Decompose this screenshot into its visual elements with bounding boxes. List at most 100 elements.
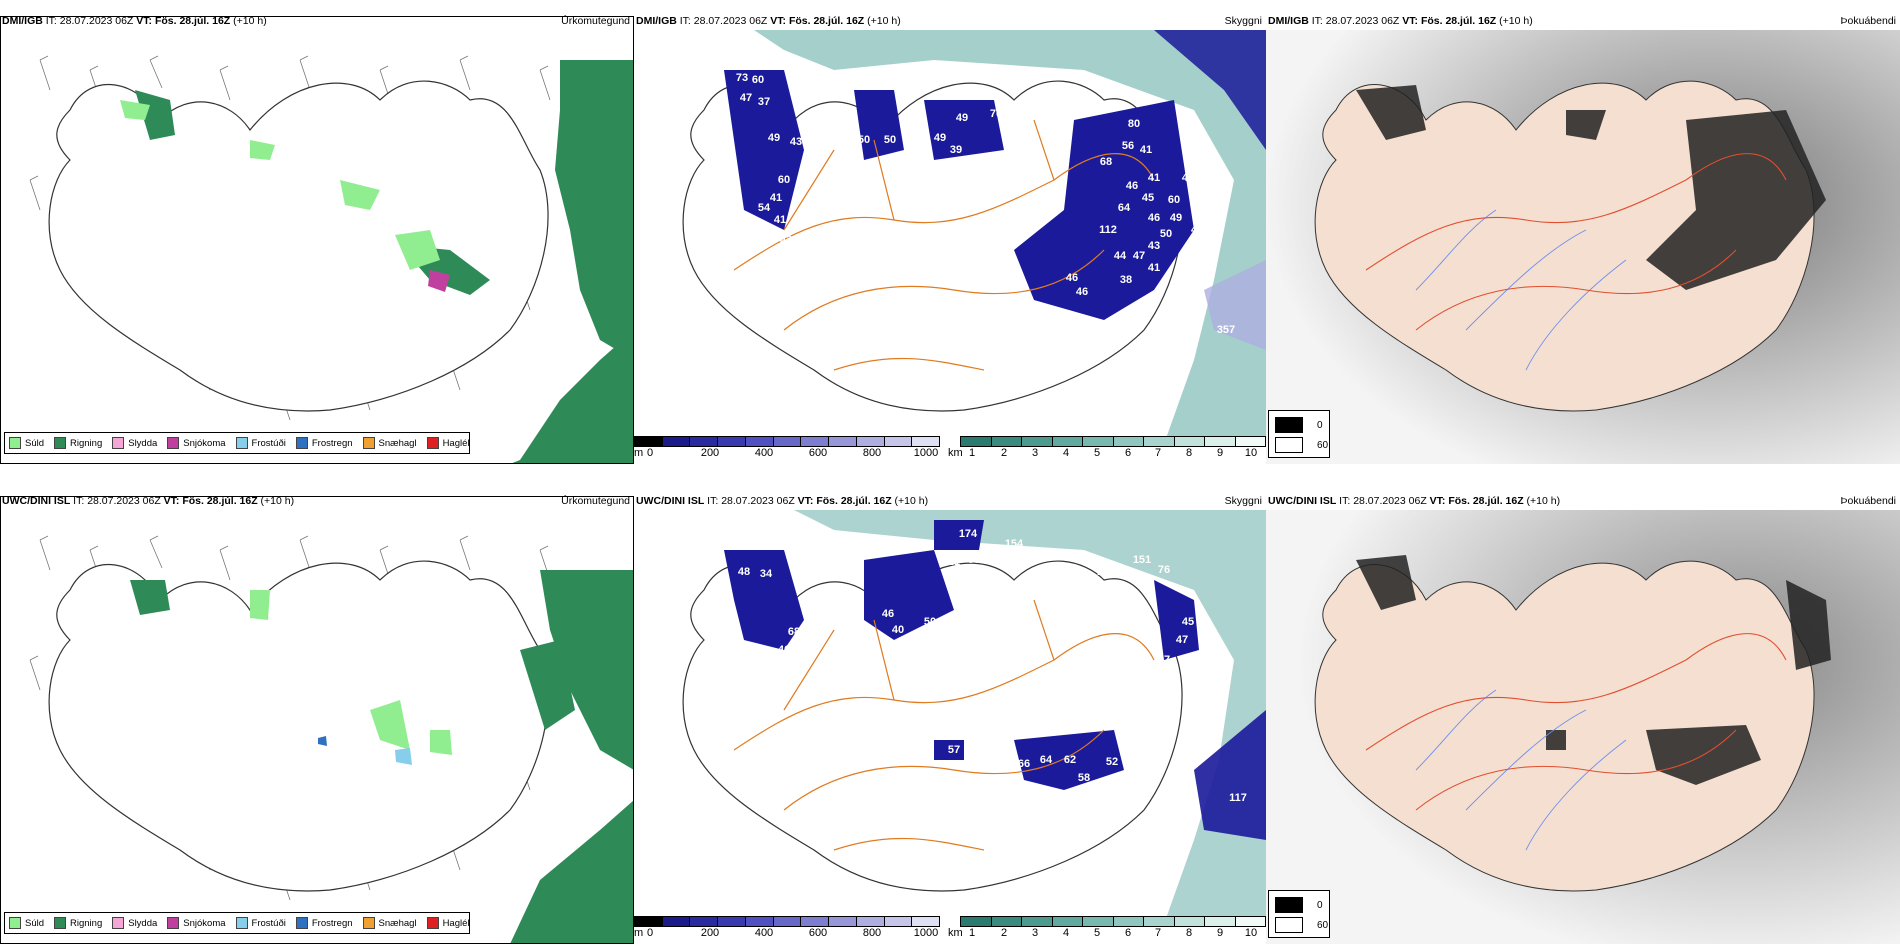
svg-text:57: 57 (968, 554, 980, 566)
sea-visibility (794, 510, 1266, 924)
precip-map (0, 510, 634, 944)
svg-text:42: 42 (974, 584, 986, 596)
precip-legend: Súld Rigning Slydda Snjókoma Frostúði Fr… (4, 432, 470, 454)
iceland-land (1314, 560, 1815, 892)
svg-text:47: 47 (1133, 250, 1145, 262)
svg-text:45: 45 (1142, 192, 1154, 204)
fog-legend: 0 60 (1268, 410, 1330, 458)
precip-map (0, 30, 634, 464)
svg-text:64: 64 (1118, 202, 1131, 214)
svg-text:50: 50 (924, 616, 936, 628)
panel-label: Skyggni (1224, 495, 1262, 507)
legend-swatch (426, 917, 439, 929)
svg-text:36: 36 (824, 598, 836, 610)
panel-label: Úrkomutegund (561, 15, 630, 27)
panel-title: UWC/DINI ISL IT: 28.07.2023 06Z VT: Fös.… (2, 495, 295, 507)
svg-text:49: 49 (934, 132, 946, 144)
legend-item: Haglél (426, 437, 470, 449)
freezing-rain-area (318, 736, 327, 746)
svg-text:41: 41 (774, 214, 786, 226)
svg-text:73: 73 (736, 72, 748, 84)
svg-text:66: 66 (1018, 758, 1030, 770)
svg-text:41: 41 (1140, 144, 1152, 156)
fog-panel-bottom: UWC/DINI ISL IT: 28.07.2023 06Z VT: Fös.… (1266, 492, 1900, 944)
svg-text:38: 38 (1120, 274, 1132, 286)
svg-text:112: 112 (1099, 224, 1117, 236)
svg-text:68: 68 (788, 626, 800, 638)
height-colorbar: m 0 200 400 600 800 1000 (634, 916, 940, 941)
roads (733, 119, 1155, 371)
svg-text:41: 41 (1148, 172, 1160, 184)
iceland-land (1314, 80, 1815, 412)
legend-swatch (295, 917, 308, 929)
legend-swatch (167, 437, 180, 449)
svg-text:37: 37 (758, 96, 770, 108)
svg-text:11: 11 (1062, 314, 1074, 326)
iceland-outline (48, 560, 549, 892)
svg-text:50: 50 (858, 134, 870, 146)
freezing-drizzle-area (395, 748, 412, 765)
svg-text:46: 46 (1126, 180, 1138, 192)
panel-label: Úrkomutegund (561, 495, 630, 507)
svg-text:42: 42 (780, 234, 792, 246)
svg-text:41: 41 (1148, 262, 1160, 274)
svg-text:43: 43 (1148, 240, 1160, 252)
panel-title: UWC/DINI ISL IT: 28.07.2023 06Z VT: Fös.… (636, 495, 929, 507)
legend-swatch (9, 437, 21, 449)
height-colorbar-swatches (634, 436, 940, 447)
svg-text:64: 64 (1040, 754, 1053, 766)
svg-text:121: 121 (943, 260, 961, 272)
svg-text:37: 37 (1158, 654, 1170, 666)
visibility-ticks: km 1 2 3 4 5 6 7 8 9 10 (948, 447, 1258, 459)
panel-label: Þokuábendi (1840, 495, 1896, 507)
svg-text:60: 60 (778, 174, 790, 186)
svg-text:49: 49 (956, 112, 968, 124)
legend-swatch (235, 437, 248, 449)
legend-item: Frostúði (235, 917, 286, 929)
fog-map (1266, 30, 1900, 464)
svg-text:4: 4 (1191, 224, 1198, 236)
panel-title: DMI/IGB IT: 28.07.2023 06Z VT: Fös. 28.j… (636, 15, 901, 27)
svg-text:45: 45 (1182, 616, 1194, 628)
svg-text:47: 47 (1176, 634, 1188, 646)
height-ticks: m 0 200 400 600 800 1000 (634, 927, 939, 939)
legend-swatch (54, 437, 67, 449)
fog-legend: 0 60 (1268, 890, 1330, 938)
fog-legend-row: 0 (1275, 897, 1323, 913)
height-ticks: m 0 200 400 600 800 1000 (634, 447, 939, 459)
legend-item: Súld (9, 917, 44, 929)
fog-map-svg (1266, 510, 1900, 944)
rivers (1415, 689, 1627, 851)
legend-item: Snjókoma (167, 437, 226, 449)
precip-panel-top: DMI/IGB IT: 28.07.2023 06Z VT: Fös. 28.j… (0, 12, 634, 464)
legend-swatch (112, 437, 125, 449)
visibility-colorbar-swatches (960, 436, 1266, 447)
rivers (1415, 209, 1627, 371)
svg-text:21: 21 (948, 556, 960, 568)
svg-text:98: 98 (1126, 572, 1138, 584)
roads (733, 599, 1155, 851)
svg-text:46: 46 (778, 644, 790, 656)
svg-text:49: 49 (768, 132, 780, 144)
fog-legend-row: 0 (1275, 417, 1323, 433)
legend-item: Frostúði (235, 437, 286, 449)
fog-map-svg (1266, 30, 1900, 464)
legend-swatch (235, 917, 248, 929)
fog-areas (1356, 85, 1826, 290)
sea-low-cloud (1194, 710, 1266, 840)
panel-title: DMI/IGB IT: 28.07.2023 06Z VT: Fös. 28.j… (1268, 15, 1533, 27)
legend-item: Snæhagl (362, 917, 417, 929)
svg-text:46: 46 (1148, 212, 1160, 224)
cloud-map: 174 154 388 48 34 36 21 42 42 30 46 40 5… (634, 510, 1266, 924)
legend-swatch (295, 437, 308, 449)
legend-swatch (112, 917, 125, 929)
svg-text:46: 46 (882, 608, 894, 620)
legend-item: Haglél (426, 917, 470, 929)
svg-text:42: 42 (952, 584, 964, 596)
svg-text:43: 43 (790, 136, 802, 148)
legend-swatch (9, 917, 21, 929)
fog-legend-row: 60 (1275, 917, 1328, 933)
fog-panel-top: DMI/IGB IT: 28.07.2023 06Z VT: Fös. 28.j… (1266, 12, 1900, 464)
svg-text:60: 60 (1194, 210, 1206, 222)
svg-text:44: 44 (1114, 250, 1127, 262)
